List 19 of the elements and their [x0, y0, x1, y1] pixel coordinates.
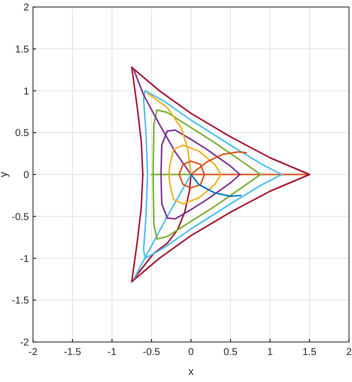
x-tick-label: -1.5: [64, 347, 82, 358]
x-tick-label: 2: [346, 347, 352, 358]
y-tick-label: 1: [23, 86, 30, 98]
y-tick-label: -1.5: [12, 296, 30, 307]
x-tick-label: 1.5: [302, 347, 317, 358]
x-tick-label: 1: [267, 347, 274, 358]
y-axis-title: y: [0, 171, 10, 178]
x-tick-label: -1: [108, 347, 117, 358]
y-tick-label: -0.5: [12, 212, 30, 223]
x-tick-label: -0.5: [142, 347, 161, 358]
y-tick-label: 0.5: [15, 128, 30, 140]
y-tick-label: -2: [20, 338, 30, 348]
y-tick-label: -1: [20, 254, 30, 265]
y-tick-label: 1.5: [15, 44, 30, 56]
y-tick-label: 0: [23, 170, 30, 181]
y-tick-label: 2: [23, 2, 30, 14]
x-tick-label: 0.5: [224, 347, 238, 358]
x-axis-title: x: [188, 366, 194, 378]
x-tick-label: 0: [188, 347, 194, 358]
